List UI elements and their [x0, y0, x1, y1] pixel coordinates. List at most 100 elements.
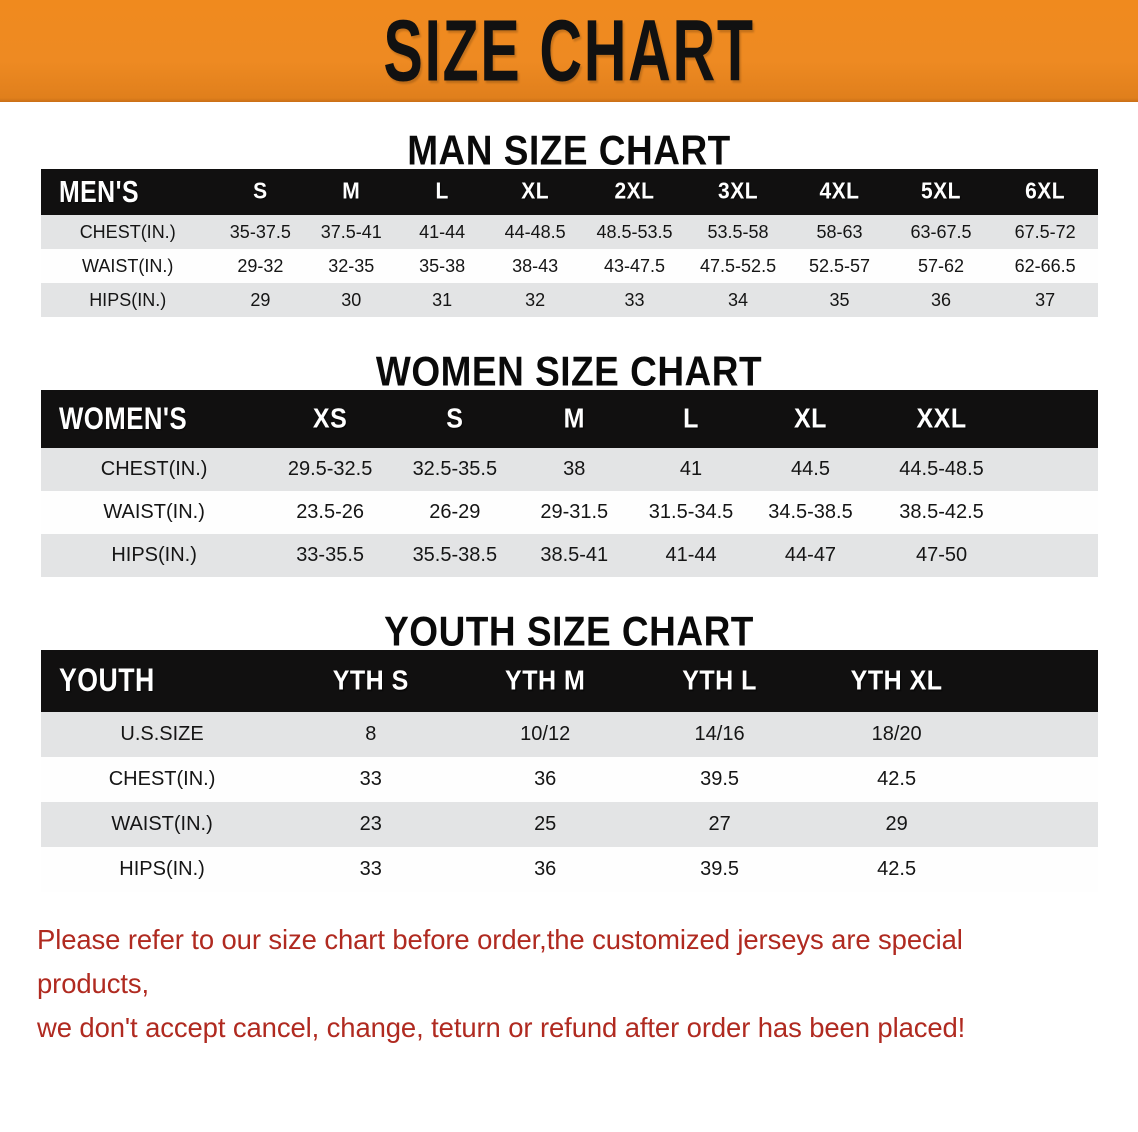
- man-chest-5xl: 63-67.5: [910, 221, 972, 242]
- man-header-size-3xl-label: 3XL: [718, 178, 759, 205]
- women-waist-xxl: 38.5-42.5: [899, 501, 984, 523]
- women-row-label-waist: WAIST(IN.): [103, 501, 205, 523]
- man-waist-m: 32-35: [328, 255, 375, 276]
- man-hips-6xl: 37: [1035, 289, 1056, 310]
- man-chest-4xl: 58-63: [816, 221, 863, 242]
- man-header-size-6xl: 6XL: [993, 169, 1098, 215]
- man-header-size-s-label: S: [253, 178, 268, 205]
- youth-chest-xl: 42.5: [877, 768, 917, 790]
- women-chest-l: 41: [679, 458, 703, 480]
- man-header-corner: MEN'S: [41, 169, 215, 215]
- women-header-size-l-label: L: [683, 403, 699, 434]
- youth-row-label-chest: CHEST(IN.): [108, 768, 216, 790]
- women-hips-spacer: [1013, 534, 1098, 577]
- youth-waist-l: 27: [708, 813, 731, 835]
- man-hips-m: 30: [341, 289, 362, 310]
- youth-row-label-waist: WAIST(IN.): [111, 813, 213, 835]
- women-chest-xs: 29.5-32.5: [287, 458, 373, 480]
- man-header-corner-label: MEN'S: [58, 174, 139, 209]
- man-hips-4xl: 35: [829, 289, 850, 310]
- youth-hips-xl: 42.5: [877, 858, 917, 880]
- youth-chest-s: 33: [359, 768, 382, 790]
- table-row: HIPS(IN.) 33-35.5 35.5-38.5 38.5-41 41-4…: [40, 534, 1098, 577]
- women-header-size-xxl: XXL: [870, 390, 1013, 448]
- youth-waist-m: 25: [534, 813, 557, 835]
- youth-us-size-l: 14/16: [694, 723, 745, 745]
- women-size-table-wrap: WOMEN'S XS S M L XL XXL CHEST(IN.) 29.5-…: [40, 390, 1098, 577]
- man-waist-l: 35-38: [419, 255, 466, 276]
- man-hips-5xl: 36: [930, 289, 951, 310]
- man-row-label-waist: WAIST(IN.): [82, 255, 174, 276]
- women-chest-s: 32.5-35.5: [412, 458, 498, 480]
- man-waist-xl: 38-43: [512, 255, 559, 276]
- youth-header-spacer: [986, 650, 1097, 712]
- man-chest-l: 41-44: [419, 221, 466, 242]
- women-header-size-xs-label: XS: [312, 403, 348, 434]
- youth-hips-spacer: [986, 847, 1097, 892]
- women-chest-m: 38: [563, 458, 586, 480]
- man-header-size-s: S: [215, 169, 306, 215]
- man-section-title: MAN SIZE CHART: [407, 127, 731, 174]
- man-header-size-l-label: L: [435, 178, 449, 205]
- man-header-size-xl-label: XL: [521, 178, 550, 205]
- women-hips-m: 38.5-41: [540, 544, 609, 566]
- man-chest-m: 37.5-41: [320, 221, 382, 242]
- youth-chest-l: 39.5: [700, 768, 740, 790]
- women-hips-l: 41-44: [665, 544, 717, 566]
- man-size-table-wrap: MEN'S S M L XL 2XL 3XL 4XL 5XL 6XL CHEST…: [40, 169, 1098, 317]
- man-header-size-4xl-label: 4XL: [819, 178, 860, 205]
- man-waist-s: 29-32: [237, 255, 284, 276]
- return-policy-note-line2: we don't accept cancel, change, teturn o…: [36, 1012, 965, 1043]
- man-row-label-chest: CHEST(IN.): [79, 221, 176, 242]
- women-hips-xxl: 47-50: [915, 544, 968, 566]
- youth-header-size-m-label: YTH M: [505, 665, 586, 696]
- youth-header-row: YOUTH YTH S YTH M YTH L YTH XL: [40, 650, 1098, 712]
- man-header-size-4xl: 4XL: [790, 169, 889, 215]
- youth-header-size-s: YTH S: [284, 650, 458, 712]
- youth-chest-m: 36: [534, 768, 557, 790]
- man-header-size-xl: XL: [488, 169, 583, 215]
- man-chest-s: 35-37.5: [229, 221, 291, 242]
- women-waist-xs: 23.5-26: [296, 501, 365, 523]
- man-header-size-2xl: 2XL: [583, 169, 687, 215]
- man-header-size-l: L: [397, 169, 488, 215]
- table-row: HIPS(IN.) 29 30 31 32 33 34 35 36 37: [40, 283, 1098, 317]
- table-row: WAIST(IN.) 23.5-26 26-29 29-31.5 31.5-34…: [40, 491, 1098, 534]
- youth-us-size-s: 8: [365, 723, 377, 745]
- youth-row-label-us-size: U.S.SIZE: [120, 723, 204, 745]
- youth-header-size-l: YTH L: [632, 650, 806, 712]
- women-header-size-xxl-label: XXL: [916, 403, 967, 434]
- women-header-size-xl-label: XL: [794, 403, 827, 434]
- women-hips-xs: 33-35.5: [296, 544, 365, 566]
- man-waist-4xl: 52.5-57: [808, 255, 871, 276]
- man-hips-3xl: 34: [728, 289, 749, 310]
- table-row: WAIST(IN.) 29-32 32-35 35-38 38-43 43-47…: [40, 249, 1098, 283]
- man-header-row: MEN'S S M L XL 2XL 3XL 4XL 5XL 6XL: [40, 169, 1098, 215]
- youth-size-table-wrap: YOUTH YTH S YTH M YTH L YTH XL U.S.SIZE …: [40, 650, 1098, 892]
- table-row: HIPS(IN.) 33 36 39.5 42.5: [40, 847, 1098, 892]
- women-header-size-s: S: [392, 390, 517, 448]
- table-row: CHEST(IN.) 35-37.5 37.5-41 41-44 44-48.5…: [40, 215, 1098, 249]
- youth-header-corner-label: YOUTH: [58, 662, 155, 699]
- man-chest-6xl: 67.5-72: [1014, 221, 1076, 242]
- women-chest-spacer: [1013, 448, 1098, 491]
- women-header-spacer: [1013, 390, 1098, 448]
- return-policy-note-line1: Please refer to our size chart before or…: [36, 924, 963, 999]
- youth-waist-xl: 29: [885, 813, 908, 835]
- man-row-label-hips: HIPS(IN.): [89, 289, 167, 310]
- women-chest-xl: 44.5: [791, 458, 830, 480]
- man-waist-5xl: 57-62: [917, 255, 964, 276]
- man-hips-l: 31: [432, 289, 453, 310]
- man-size-table: MEN'S S M L XL 2XL 3XL 4XL 5XL 6XL CHEST…: [40, 169, 1098, 317]
- man-waist-6xl: 62-66.5: [1014, 255, 1076, 276]
- man-header-size-m-label: M: [342, 178, 361, 205]
- youth-header-size-m: YTH M: [458, 650, 632, 712]
- man-hips-2xl: 33: [624, 289, 645, 310]
- women-section-title: WOMEN SIZE CHART: [375, 348, 763, 395]
- youth-chest-spacer: [986, 757, 1097, 802]
- women-header-corner: WOMEN'S: [41, 390, 268, 448]
- return-policy-note: Please refer to our size chart before or…: [37, 918, 1081, 1050]
- youth-header-size-l-label: YTH L: [682, 665, 757, 696]
- women-table-body: WOMEN'S XS S M L XL XXL CHEST(IN.) 29.5-…: [40, 390, 1098, 577]
